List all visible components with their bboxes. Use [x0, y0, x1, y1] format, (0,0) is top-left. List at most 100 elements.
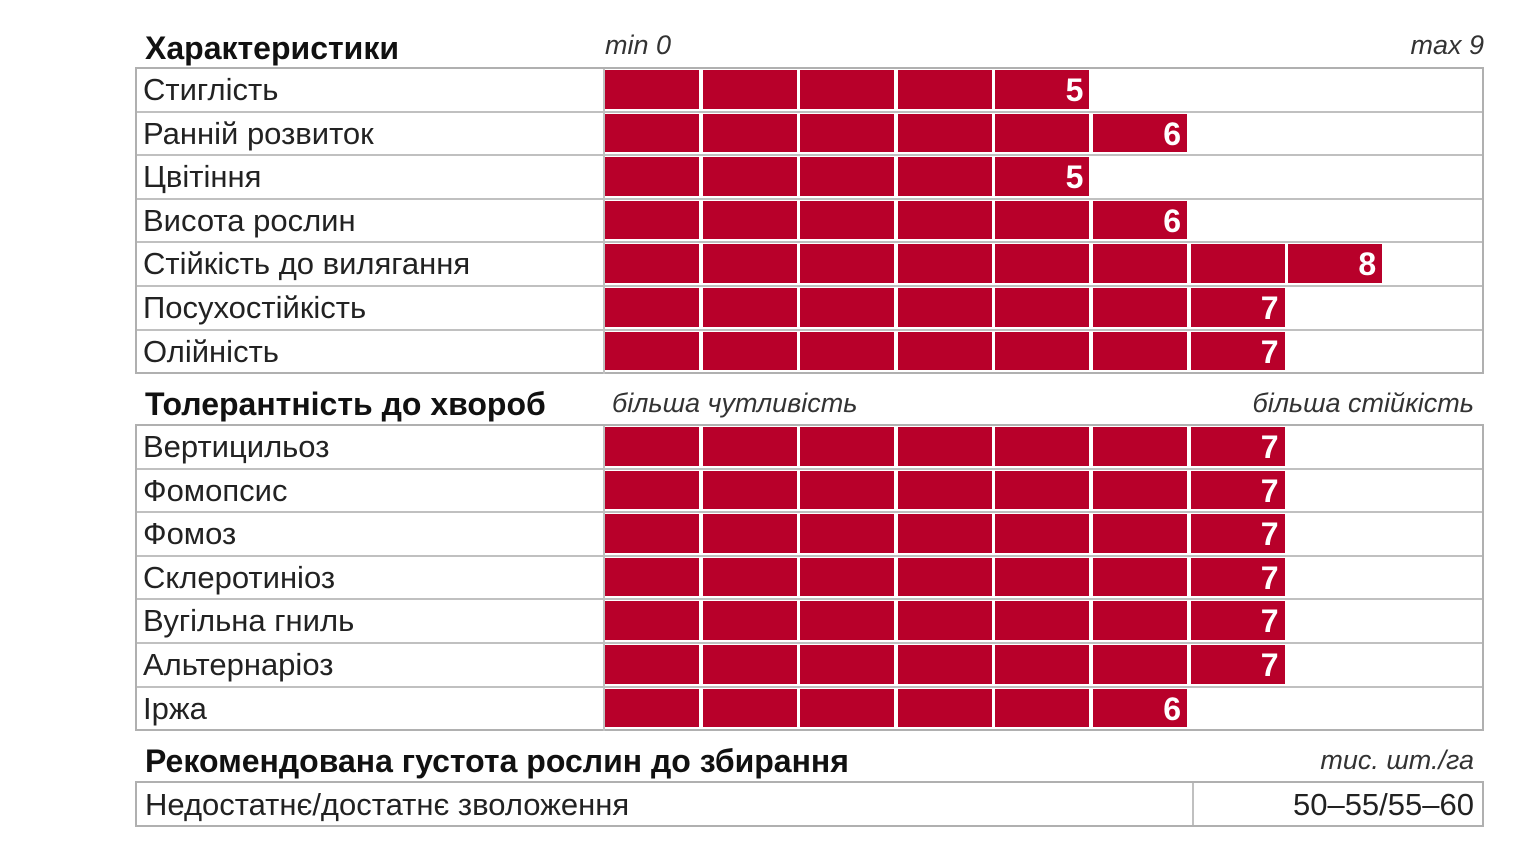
bar-segment — [995, 427, 1090, 466]
bar-segment — [897, 244, 992, 283]
category-label: Ранній розвиток — [143, 115, 374, 151]
section-1-title: Характеристики — [145, 30, 400, 66]
bar-segment — [995, 688, 1090, 728]
bar-segment — [800, 688, 895, 728]
bar-segment — [800, 157, 895, 196]
bar-segment — [702, 514, 797, 553]
bar-segment — [702, 645, 797, 684]
category-label: Склеротиніоз — [143, 559, 336, 595]
density-unit: тис. шт./га — [1320, 745, 1474, 775]
value-label: 6 — [1163, 202, 1181, 239]
value-label: 8 — [1358, 246, 1377, 283]
value-label: 5 — [1065, 72, 1084, 108]
bar-segment — [605, 688, 699, 728]
bar-segment: 7 — [1190, 288, 1285, 327]
label-cell: Іржа — [137, 687, 605, 732]
bar-segment — [897, 427, 992, 466]
bar-segment — [897, 157, 992, 196]
label-cell: Склеротиніоз — [137, 556, 605, 599]
category-label: Іржа — [143, 690, 207, 726]
bar-segment — [1093, 288, 1187, 327]
min-label: min 0 — [605, 30, 672, 60]
value-label: 6 — [1163, 690, 1181, 727]
chart-row: Альтернаріоз 7 — [137, 644, 1482, 688]
bar-segment — [897, 200, 992, 240]
density-table: Недостатнє/достатнє зволоження 50–55/55–… — [135, 781, 1484, 827]
bar-segment — [995, 113, 1090, 153]
value-label: 7 — [1260, 472, 1279, 509]
bar-segment: 5 — [995, 70, 1090, 109]
bar-segment — [605, 601, 699, 640]
label-cell: Ранній розвиток — [137, 112, 605, 155]
bar-segment — [1093, 514, 1187, 553]
bar-segment — [1093, 331, 1187, 371]
disease-table: Вертицильоз 7 Фомопсис 7 Фомоз 7 Склеротиніоз 7… — [135, 424, 1484, 732]
bar-segment — [995, 645, 1090, 684]
bar-segment — [605, 514, 699, 553]
bar-segment — [897, 70, 992, 109]
bar-segment — [605, 427, 699, 466]
bar-segment — [800, 288, 895, 327]
bar-segment — [605, 244, 699, 283]
bar-segment — [702, 157, 797, 196]
bar-segment: 6 — [1093, 113, 1187, 153]
category-label: Фомопсис — [143, 472, 288, 508]
chart-row: Висота рослин 6 — [137, 199, 1482, 244]
density-label: Недостатнє/достатнє зволоження — [145, 787, 630, 822]
bar-segment — [995, 601, 1090, 640]
category-label: Вертицильоз — [143, 429, 330, 464]
density-value: 50–55/55–60 — [1292, 787, 1474, 822]
bar-segment — [605, 557, 699, 597]
bar-segment — [605, 645, 699, 684]
bar-segment — [800, 244, 895, 283]
bar-segment — [995, 557, 1090, 597]
bar-segment — [605, 470, 699, 510]
bar-segment — [702, 427, 797, 466]
bar-segment — [897, 470, 992, 510]
bar-segment — [995, 244, 1090, 283]
value-label: 7 — [1260, 290, 1279, 326]
bar-segment — [897, 514, 992, 553]
category-label: Посухостійкість — [143, 290, 367, 325]
bar-segment — [702, 601, 797, 640]
bar-segment — [702, 470, 797, 510]
bar-segment — [995, 514, 1090, 553]
label-cell: Фомопсис — [137, 469, 605, 512]
bar-segment — [702, 244, 797, 283]
max-label: max 9 — [1410, 30, 1484, 60]
label-cell: Стійкість до вилягання — [137, 243, 605, 285]
bar-segment: 5 — [995, 157, 1090, 196]
bar-segment — [702, 70, 797, 109]
bar-segment — [1093, 427, 1187, 466]
characteristics-table: Стиглість 5 Ранній розвиток 6 Цвітіння 5 Висот… — [135, 67, 1484, 375]
resistance-label: більша стійкість — [1252, 388, 1474, 418]
bar-segment — [702, 557, 797, 597]
value-label: 7 — [1260, 333, 1279, 370]
label-cell: Олійність — [137, 330, 605, 375]
bar-segment — [800, 70, 895, 109]
bar-segment — [1093, 601, 1187, 640]
label-cell: Альтернаріоз — [137, 644, 605, 686]
bar-segment — [702, 331, 797, 371]
bar-segment — [897, 113, 992, 153]
bar-segment: 6 — [1093, 688, 1187, 728]
chart-row: Вертицильоз 7 — [137, 426, 1482, 470]
bar-segment — [605, 200, 699, 240]
bar-segment: 6 — [1093, 200, 1187, 240]
category-label: Висота рослин — [143, 202, 356, 238]
bar-segment — [605, 331, 699, 371]
category-label: Альтернаріоз — [143, 647, 334, 682]
bar-segment — [800, 200, 895, 240]
label-cell: Вугільна гниль — [137, 600, 605, 642]
bar-segment — [605, 288, 699, 327]
bar-segment — [995, 288, 1090, 327]
bar-segment — [1190, 244, 1285, 283]
bar-segment — [897, 645, 992, 684]
category-label: Цвітіння — [143, 159, 262, 195]
label-cell: Цвітіння — [137, 156, 605, 198]
chart-row: Фомоз 7 — [137, 513, 1482, 557]
bar-segment: 7 — [1190, 514, 1285, 553]
bar-segment: 7 — [1190, 645, 1285, 684]
bar-segment — [800, 557, 895, 597]
chart-row: Стиглість 5 — [137, 69, 1482, 113]
